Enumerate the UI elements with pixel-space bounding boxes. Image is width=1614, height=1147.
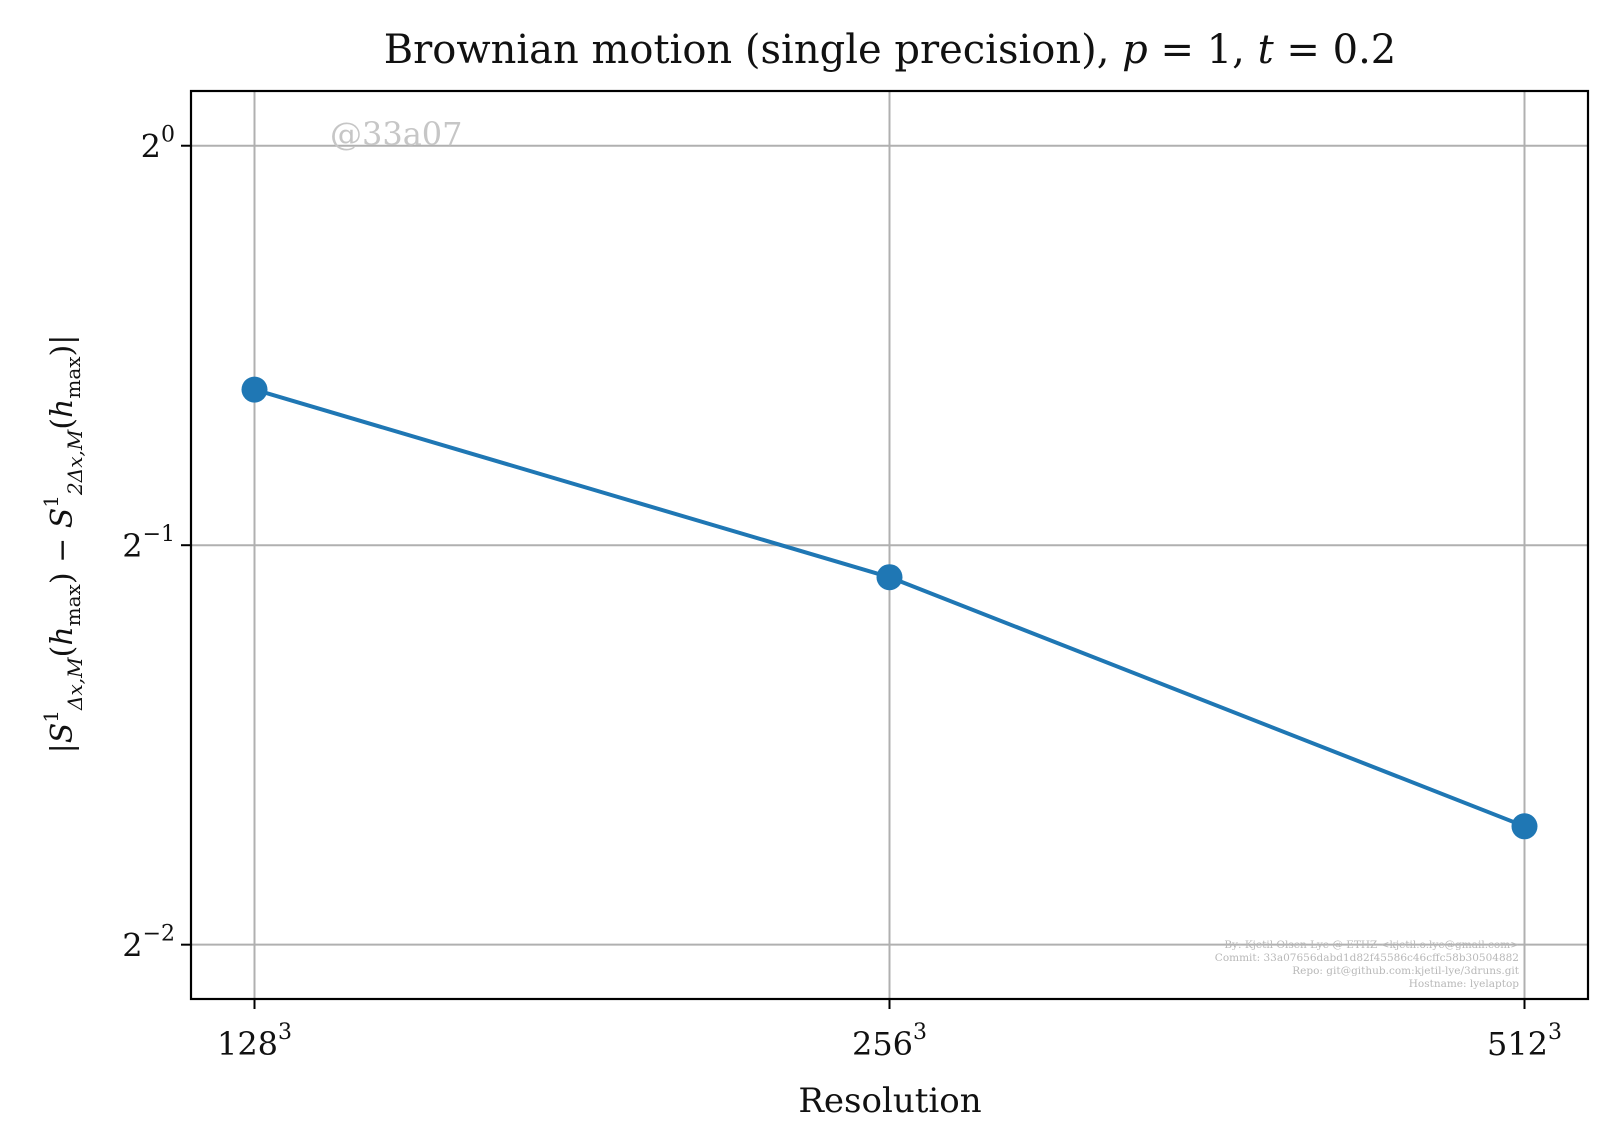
footer-line: Hostname: lyelaptop [1409, 978, 1520, 990]
footer-line: By: Kjetil Olsen Lye @ ETHZ <kjetil.o.ly… [1224, 939, 1519, 951]
footer-line: Repo: git@github.com:kjetil-lye/3druns.g… [1292, 965, 1520, 977]
x-tick-label: 1283 [217, 1020, 292, 1063]
axis-ticks: 1283 2563 5123 20 2−1 2−2 [122, 123, 1562, 1063]
x-tick-label: 5123 [1487, 1020, 1562, 1063]
y-tick-label: 20 [141, 123, 175, 166]
y-tick-label: 2−2 [122, 922, 175, 965]
chart-title: Brownian motion (single precision), p = … [384, 27, 1397, 73]
x-axis-label: Resolution [798, 1081, 981, 1121]
y-tick-label: 2−1 [122, 522, 175, 565]
y-axis-label: |S1Δx,M(hmax) − S12Δx,M(hmax)| [39, 335, 87, 754]
footer-info: By: Kjetil Olsen Lye @ ETHZ <kjetil.o.ly… [1215, 939, 1520, 990]
grid-lines [191, 91, 1588, 999]
footer-line: Commit: 33a07656dabd1d82f45586c46cffc58b… [1215, 952, 1519, 964]
data-point-256 [876, 564, 903, 591]
watermark-text: @33a07 [330, 115, 463, 153]
data-point-128 [241, 376, 268, 403]
chart-title-text: Brownian motion (single precision), [384, 27, 1122, 73]
x-tick-label: 2563 [852, 1020, 927, 1063]
series-layer [241, 376, 1538, 840]
data-point-512 [1511, 813, 1538, 840]
